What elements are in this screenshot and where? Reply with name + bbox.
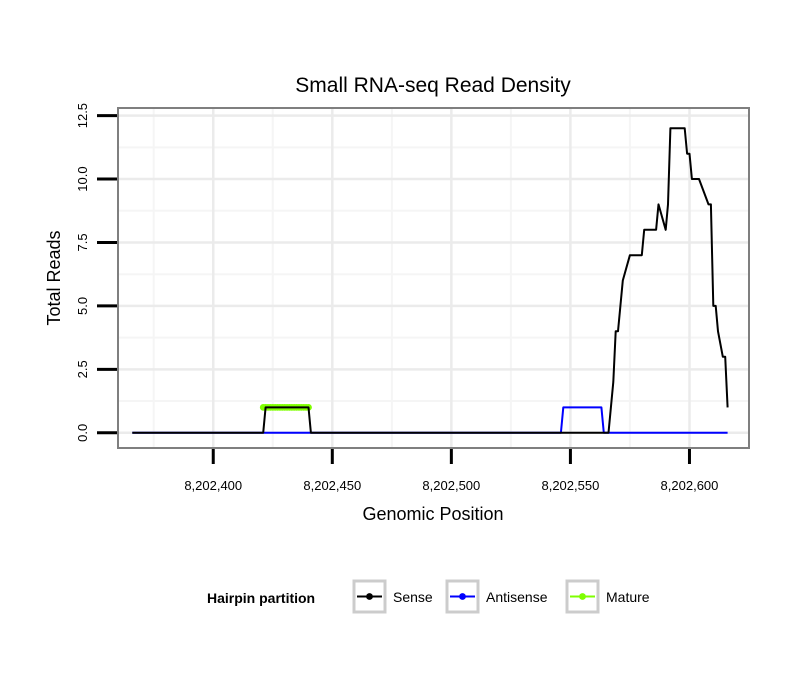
panel-border <box>117 107 750 449</box>
plot-area <box>117 107 750 449</box>
legend-title: Hairpin partition <box>207 590 315 606</box>
series-layer <box>132 127 729 434</box>
y-axis-label: Total Reads <box>44 230 64 325</box>
legend-key-point-sense <box>366 593 373 600</box>
y-tick-label: 10.0 <box>75 166 90 191</box>
legend-item-sense: Sense <box>352 579 433 614</box>
y-tick-label: 0.0 <box>75 424 90 442</box>
legend-entries: Sense Antisense Mature <box>352 579 650 614</box>
legend-item-mature: Mature <box>565 579 650 614</box>
legend-item-antisense: Antisense <box>445 579 548 614</box>
x-tick-label: 8,202,600 <box>661 478 719 493</box>
x-tick-label: 8,202,450 <box>303 478 361 493</box>
y-tick-label: 2.5 <box>75 360 90 378</box>
x-tick-label: 8,202,400 <box>184 478 242 493</box>
legend-label-sense: Sense <box>393 589 433 605</box>
y-tick-label: 5.0 <box>75 297 90 315</box>
x-tick-label: 8,202,550 <box>541 478 599 493</box>
x-tick-label: 8,202,500 <box>422 478 480 493</box>
panel-background <box>118 108 749 448</box>
legend-label-antisense: Antisense <box>486 589 548 605</box>
x-axis-label: Genomic Position <box>362 504 503 524</box>
legend-key-point-mature <box>579 593 586 600</box>
y-tick-label: 7.5 <box>75 233 90 251</box>
legend: Hairpin partition Sense Antisense Mature <box>207 579 650 614</box>
legend-key-point-antisense <box>459 593 466 600</box>
x-axis: 8,202,400 8,202,450 8,202,500 8,202,550 8,20… <box>184 449 718 493</box>
y-tick-label: 12.5 <box>75 103 90 128</box>
y-axis: 0.0 2.5 5.0 7.5 10.0 12.5 <box>75 103 117 442</box>
chart-title: Small RNA-seq Read Density <box>295 74 571 97</box>
legend-label-mature: Mature <box>606 589 650 605</box>
minor-gridlines <box>118 108 750 448</box>
series-line-sense <box>132 127 729 434</box>
